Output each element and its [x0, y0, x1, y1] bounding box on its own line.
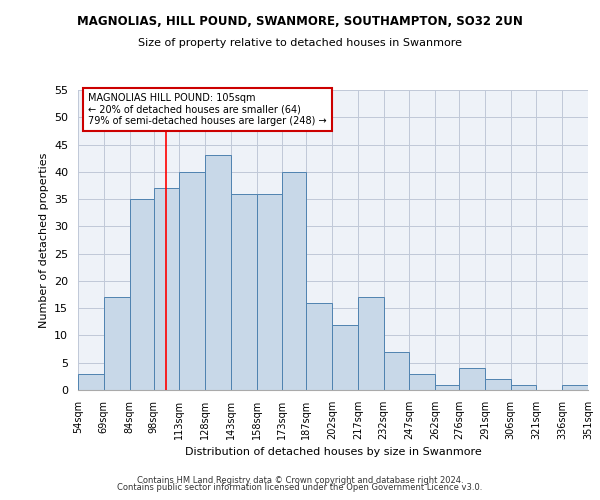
Y-axis label: Number of detached properties: Number of detached properties [38, 152, 49, 328]
Bar [383, 352, 409, 390]
Text: Contains HM Land Registry data © Crown copyright and database right 2024.: Contains HM Land Registry data © Crown c… [137, 476, 463, 485]
Bar [130, 199, 154, 390]
Text: MAGNOLIAS, HILL POUND, SWANMORE, SOUTHAMPTON, SO32 2UN: MAGNOLIAS, HILL POUND, SWANMORE, SOUTHAM… [77, 15, 523, 28]
Bar [179, 172, 205, 390]
Text: MAGNOLIAS HILL POUND: 105sqm
← 20% of detached houses are smaller (64)
79% of se: MAGNOLIAS HILL POUND: 105sqm ← 20% of de… [88, 93, 327, 126]
Bar [358, 298, 383, 390]
Bar [104, 298, 130, 390]
Bar [332, 324, 358, 390]
Bar [511, 384, 536, 390]
Bar [562, 384, 588, 390]
Bar [307, 302, 332, 390]
Bar [231, 194, 257, 390]
Bar [154, 188, 179, 390]
Text: Contains public sector information licensed under the Open Government Licence v3: Contains public sector information licen… [118, 484, 482, 492]
Bar [435, 384, 459, 390]
X-axis label: Distribution of detached houses by size in Swanmore: Distribution of detached houses by size … [185, 448, 481, 458]
Bar [205, 156, 231, 390]
Bar [257, 194, 283, 390]
Bar [78, 374, 104, 390]
Bar [459, 368, 485, 390]
Text: Size of property relative to detached houses in Swanmore: Size of property relative to detached ho… [138, 38, 462, 48]
Bar [485, 379, 511, 390]
Bar [409, 374, 435, 390]
Bar [283, 172, 307, 390]
